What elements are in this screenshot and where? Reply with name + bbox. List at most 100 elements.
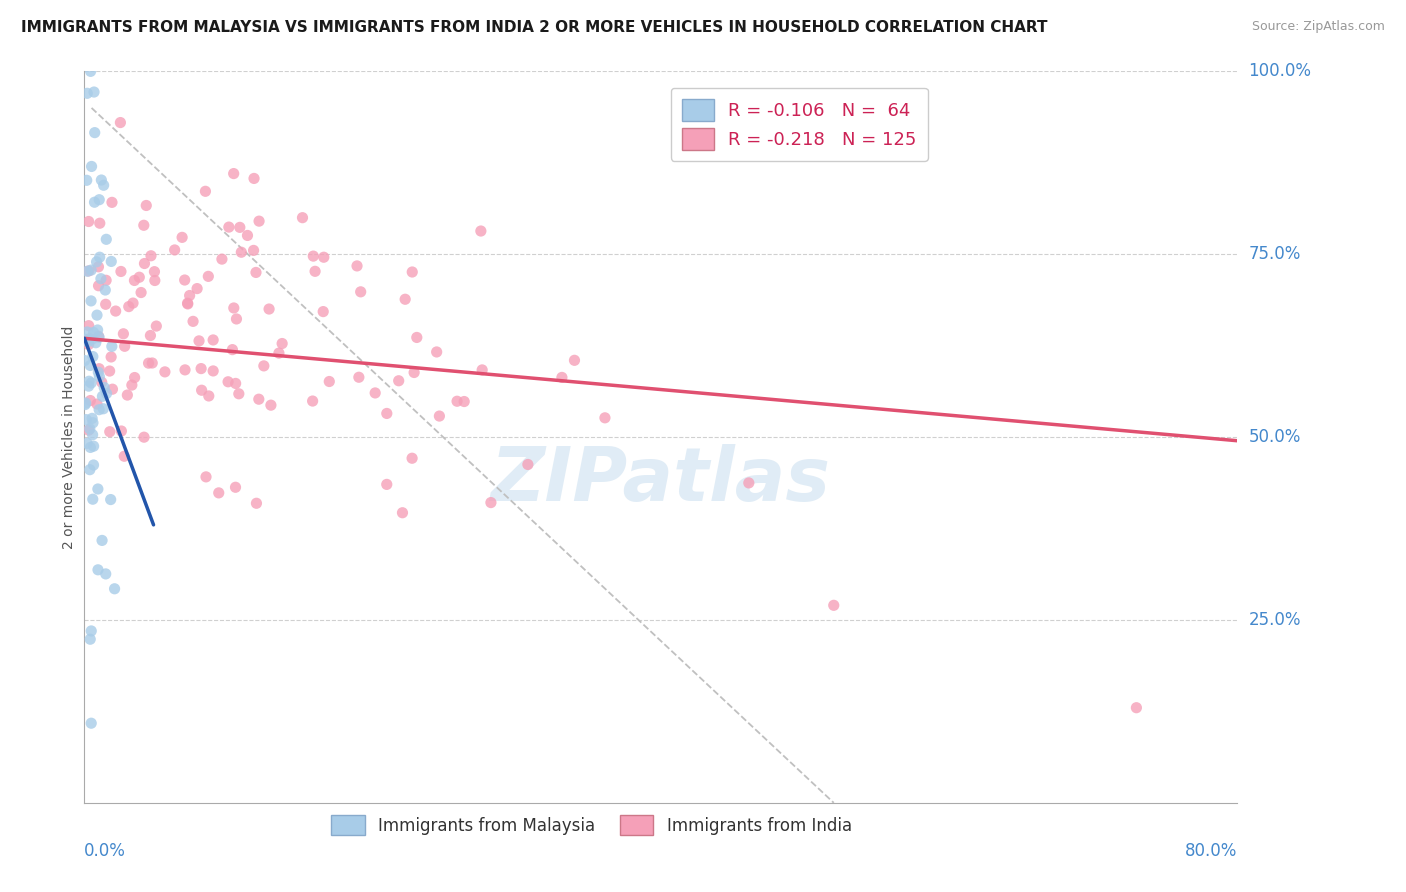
Point [79, 441, 101, 455]
Point [87, 361, 110, 376]
Point [80, 376, 103, 390]
Point [163, 243, 186, 257]
Point [83, 85, 105, 99]
Point [138, 356, 160, 370]
Point [80, 263, 103, 277]
Point [101, 382, 124, 396]
Point [89, 369, 111, 384]
Point [174, 363, 197, 377]
Point [139, 249, 162, 263]
Point [84, 335, 107, 350]
Point [312, 304, 335, 318]
Point [80, 293, 103, 308]
Point [110, 264, 132, 278]
Point [77, 379, 100, 393]
Point [101, 339, 124, 353]
Point [82, 492, 104, 507]
Point [738, 475, 761, 490]
Point [77, 318, 100, 333]
Text: IMMIGRANTS FROM MALAYSIA VS IMMIGRANTS FROM INDIA 2 OR MORE VEHICLES IN HOUSEHOL: IMMIGRANTS FROM MALAYSIA VS IMMIGRANTS F… [21, 20, 1047, 35]
Point [186, 282, 208, 296]
Point [479, 495, 502, 509]
Point [82, 427, 104, 442]
Point [135, 198, 157, 212]
Point [346, 259, 368, 273]
Point [114, 339, 136, 353]
Point [217, 375, 239, 389]
Point [143, 273, 166, 287]
Point [124, 273, 146, 287]
Y-axis label: 2 or more Vehicles in Household: 2 or more Vehicles in Household [62, 326, 76, 549]
Point [80, 332, 103, 346]
Point [75, 398, 97, 412]
Point [110, 115, 132, 129]
Point [141, 356, 163, 370]
Point [208, 486, 231, 500]
Point [122, 296, 145, 310]
Point [93, 380, 115, 394]
Point [229, 220, 252, 235]
Point [247, 214, 270, 228]
Point [228, 386, 250, 401]
Point [236, 228, 259, 243]
Point [89, 402, 111, 417]
Point [190, 361, 212, 376]
Point [79, 64, 101, 78]
Point [90, 376, 112, 390]
Point [401, 265, 423, 279]
Point [405, 330, 427, 344]
Point [91, 533, 114, 548]
Point [117, 388, 139, 402]
Point [202, 364, 225, 378]
Point [73, 353, 96, 368]
Point [76, 334, 98, 349]
Point [79, 359, 101, 373]
Point [128, 270, 150, 285]
Point [77, 337, 100, 351]
Text: 0.0%: 0.0% [84, 842, 127, 860]
Point [121, 378, 143, 392]
Point [76, 325, 98, 339]
Point [103, 582, 125, 596]
Point [271, 336, 294, 351]
Point [98, 364, 121, 378]
Point [80, 624, 103, 638]
Point [80, 160, 103, 174]
Point [302, 249, 325, 263]
Point [80, 716, 103, 731]
Point [86, 397, 108, 411]
Point [453, 394, 475, 409]
Point [347, 370, 370, 384]
Point [242, 244, 264, 258]
Point [94, 283, 117, 297]
Point [394, 292, 416, 306]
Point [86, 255, 108, 269]
Point [82, 411, 104, 425]
Text: 75.0%: 75.0% [1249, 245, 1301, 263]
Point [79, 632, 101, 647]
Point [129, 285, 152, 300]
Text: 25.0%: 25.0% [1249, 611, 1301, 629]
Point [823, 599, 845, 613]
Point [247, 392, 270, 407]
Point [267, 346, 290, 360]
Text: 80.0%: 80.0% [1185, 842, 1237, 860]
Point [90, 271, 112, 285]
Point [104, 304, 127, 318]
Point [139, 328, 162, 343]
Point [110, 424, 132, 438]
Point [218, 220, 240, 235]
Point [364, 386, 387, 401]
Point [245, 265, 267, 279]
Point [87, 563, 110, 577]
Point [100, 254, 122, 268]
Point [87, 365, 110, 379]
Point [181, 314, 204, 328]
Point [76, 87, 98, 101]
Point [94, 297, 117, 311]
Point [86, 308, 108, 322]
Point [143, 265, 166, 279]
Point [195, 470, 218, 484]
Point [77, 374, 100, 388]
Point [225, 312, 247, 326]
